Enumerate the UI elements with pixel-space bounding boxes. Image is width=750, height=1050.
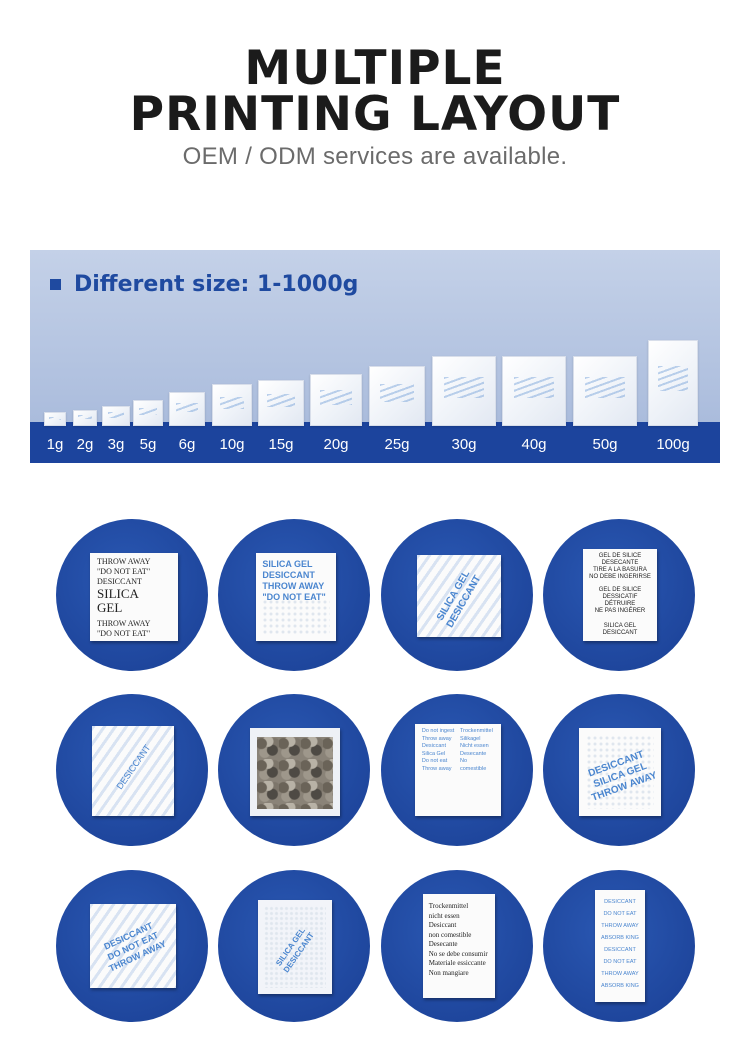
size-sachet-100g <box>648 340 698 426</box>
sample-circle-1: THROW AWAY "DO NOT EAT" DESICCANT SILICA… <box>56 519 208 671</box>
sample-circle-11: Trockenmittel nicht essen Desiccant non … <box>381 870 533 1022</box>
size-sachet-10g <box>212 384 252 426</box>
sample-4-text-bottom: SILICA GEL DESICCANT <box>602 623 638 636</box>
sample-packet-12: DESICCANT DO NOT EAT THROW AWAY ABSORB K… <box>595 890 645 1002</box>
size-sachet-25g <box>369 366 425 426</box>
sample-1-text-bottom: THROW AWAY "DO NOT EAT" <box>97 619 151 638</box>
size-label: 15g <box>268 436 294 453</box>
size-label: 1g <box>46 436 64 453</box>
size-label: 6g <box>178 436 196 453</box>
size-label: 50g <box>592 436 618 453</box>
sample-12-text: DESICCANT DO NOT EAT THROW AWAY ABSORB K… <box>601 899 639 989</box>
sample-1-text-big: SILICA GEL <box>97 586 139 615</box>
size-label: 2g <box>76 436 94 453</box>
size-label: 40g <box>521 436 547 453</box>
sample-circle-3: SILICA GEL DESICCANT <box>381 519 533 671</box>
size-sachet-50g <box>573 356 637 426</box>
sample-3-print-pattern <box>417 555 501 637</box>
sample-7-text: Do not ingest Throw away Desiccant Silic… <box>421 728 493 772</box>
sample-4-text-top: GEL DE SILICE DESECANTE TIRE A LA BASURA… <box>589 553 651 580</box>
sample-11-text: Trockenmittel nicht essen Desiccant non … <box>428 902 488 977</box>
size-label: 25g <box>384 436 410 453</box>
sample-10-granules <box>263 905 327 989</box>
size-sachet-30g <box>432 356 496 426</box>
sample-2-text: SILICA GEL DESICCANT THROW AWAY "DO NOT … <box>262 559 326 602</box>
sample-packet-6 <box>250 728 340 816</box>
size-sachet-6g <box>169 392 205 426</box>
sample-1-text-top: THROW AWAY "DO NOT EAT" DESICCANT <box>97 557 151 586</box>
sample-6-beads <box>257 736 333 809</box>
sample-packet-4: GEL DE SILICE DESECANTE TIRE A LA BASURA… <box>583 549 657 641</box>
sample-circle-10: SILICA GEL DESICCANT <box>218 870 370 1022</box>
size-sachet-5g <box>133 400 163 426</box>
sample-circle-2: SILICA GEL DESICCANT THROW AWAY "DO NOT … <box>218 519 370 671</box>
size-label: 30g <box>451 436 477 453</box>
sample-2-granules <box>262 598 330 634</box>
banner-heading: Different size: 1-1000g <box>50 272 358 297</box>
sample-circle-6 <box>218 694 370 846</box>
page-title-line1: MULTIPLE <box>244 41 506 96</box>
banner-base-strip <box>30 422 720 463</box>
sample-circle-7: Do not ingest Throw away Desiccant Silic… <box>381 694 533 846</box>
banner-heading-text: Different size: 1-1000g <box>74 272 359 297</box>
size-sachet-15g <box>258 380 304 426</box>
size-banner: Different size: 1-1000g 1g 2g 3g 5g 6g 10g 15g… <box>30 250 720 463</box>
sample-5-print-pattern <box>92 726 174 816</box>
size-label: 20g <box>323 436 349 453</box>
sample-packet-5: DESICCANT <box>92 726 174 816</box>
sample-circle-9: DESICCANT DO NOT EAT THROW AWAY <box>56 870 208 1022</box>
sample-9-print-pattern <box>90 904 176 988</box>
size-sachet-2g <box>73 410 97 426</box>
size-sachet-3g <box>102 406 130 426</box>
sample-8-granules <box>585 735 655 809</box>
sample-circle-8: DESICCANT SILICA GEL THROW AWAY <box>543 694 695 846</box>
sample-packet-2: SILICA GEL DESICCANT THROW AWAY "DO NOT … <box>256 553 336 641</box>
page-title-line2: PRINTING LAYOUT <box>129 87 621 142</box>
square-bullet-icon <box>50 279 61 290</box>
size-label: 10g <box>219 436 245 453</box>
sample-packet-3: SILICA GEL DESICCANT <box>417 555 501 637</box>
sample-4-text-mid: GEL DE SILICE DESSICATIF DÉTRUIRE NE PAS… <box>594 587 646 614</box>
size-sachet-1g <box>44 412 66 426</box>
sample-circle-4: GEL DE SILICE DESECANTE TIRE A LA BASURA… <box>543 519 695 671</box>
sample-packet-11: Trockenmittel nicht essen Desiccant non … <box>423 894 495 998</box>
sample-packet-10: SILICA GEL DESICCANT <box>258 900 332 994</box>
page-subtitle: OEM / ODM services are available. <box>182 143 568 170</box>
size-sachet-40g <box>502 356 566 426</box>
size-label: 100g <box>656 436 690 453</box>
size-label: 5g <box>139 436 157 453</box>
sample-packet-1: THROW AWAY "DO NOT EAT" DESICCANT SILICA… <box>90 553 178 641</box>
sample-circle-5: DESICCANT <box>56 694 208 846</box>
size-sachet-20g <box>310 374 362 426</box>
sample-circle-12: DESICCANT DO NOT EAT THROW AWAY ABSORB K… <box>543 870 695 1022</box>
sample-packet-9: DESICCANT DO NOT EAT THROW AWAY <box>90 904 176 988</box>
sample-packet-8: DESICCANT SILICA GEL THROW AWAY <box>579 728 661 816</box>
sample-packet-7: Do not ingest Throw away Desiccant Silic… <box>415 724 501 816</box>
size-label: 3g <box>107 436 125 453</box>
